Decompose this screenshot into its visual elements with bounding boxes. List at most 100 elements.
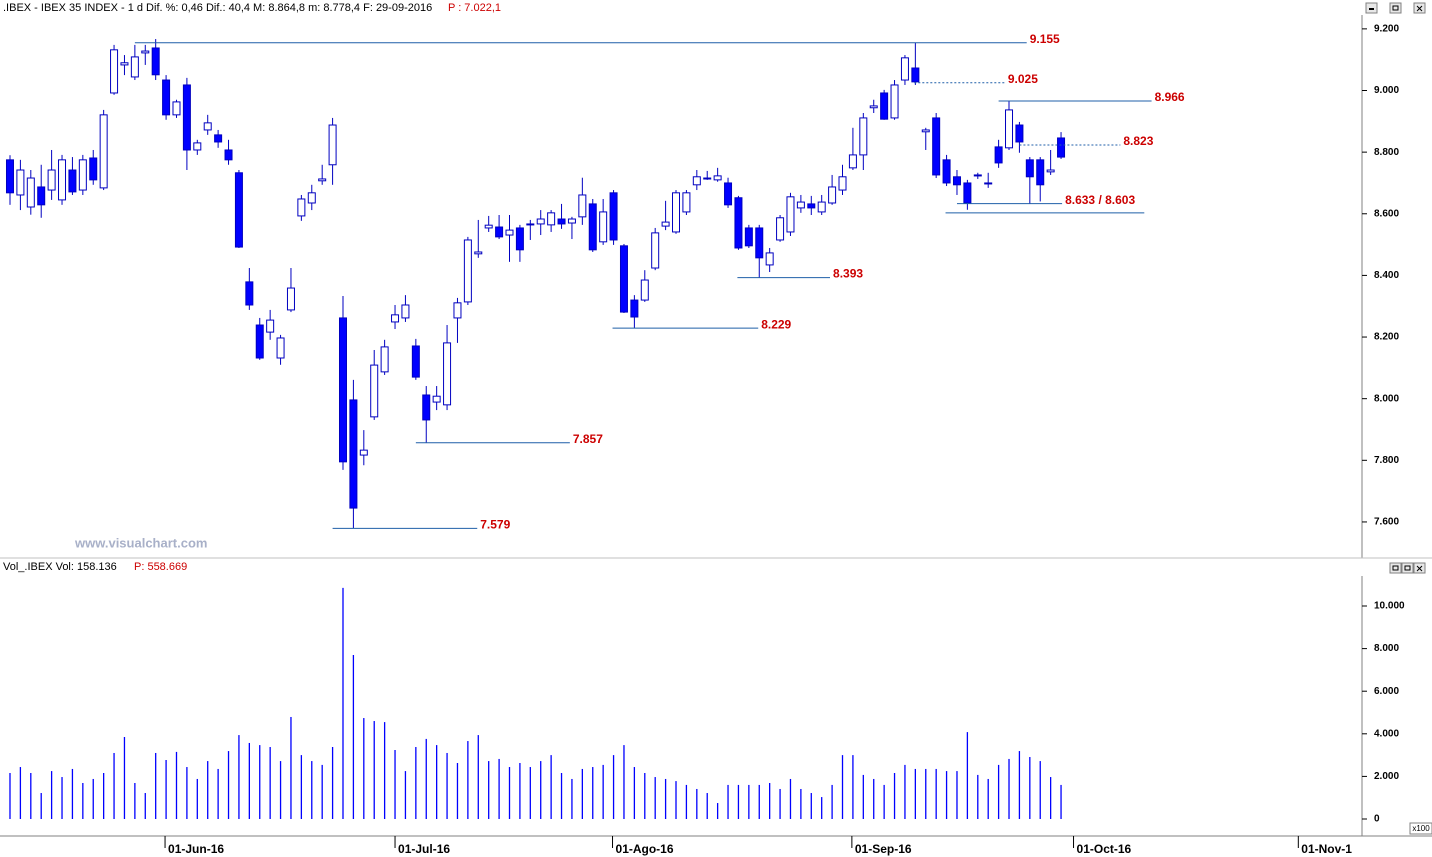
restore-button[interactable] bbox=[1389, 2, 1402, 14]
candle-body bbox=[952, 176, 961, 186]
candle-body bbox=[672, 192, 681, 233]
candle-body bbox=[880, 92, 889, 120]
candle-body bbox=[255, 324, 264, 359]
icon bbox=[1392, 5, 1399, 11]
y-tick-label: 2.000 bbox=[1374, 771, 1399, 782]
level-label: 8.823 bbox=[1123, 134, 1153, 148]
candle-body bbox=[869, 105, 878, 109]
header-price: P : 7.022,1 bbox=[448, 2, 501, 14]
x-tick-label: 01-Ago-16 bbox=[616, 842, 674, 856]
candle-body bbox=[599, 211, 608, 243]
candle-body bbox=[78, 159, 87, 191]
icon bbox=[1404, 565, 1411, 571]
candle-body bbox=[5, 159, 14, 194]
candle-body bbox=[151, 47, 160, 76]
watermark: www.visualchart.com bbox=[74, 535, 207, 550]
y-tick-label: 0 bbox=[1374, 814, 1380, 825]
candle-body bbox=[474, 251, 483, 255]
y-tick-label: 8.600 bbox=[1374, 208, 1399, 219]
volume-unit: x100 bbox=[1412, 824, 1430, 833]
candle-body bbox=[453, 302, 462, 319]
candle-body bbox=[276, 337, 285, 359]
candle-body bbox=[984, 182, 993, 185]
candle-body bbox=[328, 124, 337, 166]
candle-body bbox=[391, 314, 400, 323]
candle-body bbox=[817, 201, 826, 213]
candle-body bbox=[651, 232, 660, 269]
candle-body bbox=[911, 67, 920, 83]
y-tick-label: 9.200 bbox=[1374, 24, 1399, 35]
candle-body bbox=[89, 157, 98, 181]
candle-body bbox=[744, 227, 753, 247]
level-label: 9.025 bbox=[1008, 72, 1038, 86]
candle-body bbox=[578, 194, 587, 218]
candle-body bbox=[1025, 159, 1034, 178]
volume-header-price: P: 558.669 bbox=[134, 561, 187, 573]
candle-body bbox=[724, 182, 733, 206]
candle-body bbox=[193, 142, 202, 151]
x-tick-label: 01-Oct-16 bbox=[1077, 842, 1132, 856]
candle-body bbox=[16, 169, 25, 196]
candle-body bbox=[203, 122, 212, 131]
level-label: 8.229 bbox=[761, 317, 791, 331]
candle-body bbox=[994, 146, 1003, 164]
candle-body bbox=[786, 196, 795, 233]
candle-body bbox=[318, 178, 327, 182]
candle-body bbox=[338, 317, 347, 463]
level-label: 9.155 bbox=[1030, 32, 1060, 46]
y-tick-label: 8.000 bbox=[1374, 643, 1399, 654]
candle-body bbox=[838, 176, 847, 191]
candle-body bbox=[630, 299, 639, 318]
candle-body bbox=[619, 245, 628, 313]
y-tick-label: 10.000 bbox=[1374, 601, 1405, 612]
candle-body bbox=[224, 149, 233, 161]
chart-header: .IBEX - IBEX 35 INDEX - 1 d Dif. %: 0,46… bbox=[3, 2, 432, 14]
candle-body bbox=[422, 394, 431, 421]
candle-body bbox=[515, 227, 524, 251]
candle-body bbox=[796, 201, 805, 209]
y-tick-label: 6.000 bbox=[1374, 686, 1399, 697]
icon bbox=[1369, 8, 1374, 10]
candle-body bbox=[37, 186, 46, 206]
candle-body bbox=[963, 182, 972, 204]
candle-body bbox=[432, 395, 441, 403]
candle-body bbox=[942, 159, 951, 184]
candle-body bbox=[848, 154, 857, 169]
y-tick-label: 8.200 bbox=[1374, 332, 1399, 343]
window-buttons[interactable] bbox=[1365, 2, 1426, 14]
candle-body bbox=[536, 218, 545, 225]
level-label: 8.393 bbox=[833, 267, 863, 281]
candle-body bbox=[401, 304, 410, 319]
candle-body bbox=[214, 134, 223, 143]
candle-body bbox=[463, 239, 472, 303]
restore-button[interactable] bbox=[1389, 562, 1402, 574]
candle-body bbox=[245, 281, 254, 306]
candle-body bbox=[141, 50, 150, 54]
candle-body bbox=[526, 223, 535, 226]
volume-window-buttons[interactable] bbox=[1389, 562, 1426, 574]
candle-body bbox=[47, 169, 56, 191]
candle-body bbox=[765, 252, 774, 266]
x-tick-label: 01-Jul-16 bbox=[398, 842, 450, 856]
candle-body bbox=[182, 84, 191, 151]
candle-body bbox=[297, 198, 306, 217]
x-tick-label: 01-Sep-16 bbox=[855, 842, 912, 856]
candle-body bbox=[609, 192, 618, 241]
candle-body bbox=[411, 345, 420, 378]
icon bbox=[1416, 565, 1423, 572]
candle-body bbox=[172, 101, 181, 116]
candle-body bbox=[973, 174, 982, 177]
maximize-button[interactable] bbox=[1401, 562, 1414, 574]
candle-body bbox=[99, 114, 108, 189]
candle-body bbox=[234, 172, 243, 248]
y-tick-label: 8.400 bbox=[1374, 270, 1399, 281]
y-tick-label: 9.000 bbox=[1374, 85, 1399, 96]
icon bbox=[1392, 565, 1399, 571]
candle-body bbox=[58, 159, 67, 201]
candle-body bbox=[162, 79, 171, 116]
candle-body bbox=[359, 449, 368, 456]
candle-body bbox=[713, 175, 722, 181]
candle-body bbox=[1057, 137, 1066, 158]
